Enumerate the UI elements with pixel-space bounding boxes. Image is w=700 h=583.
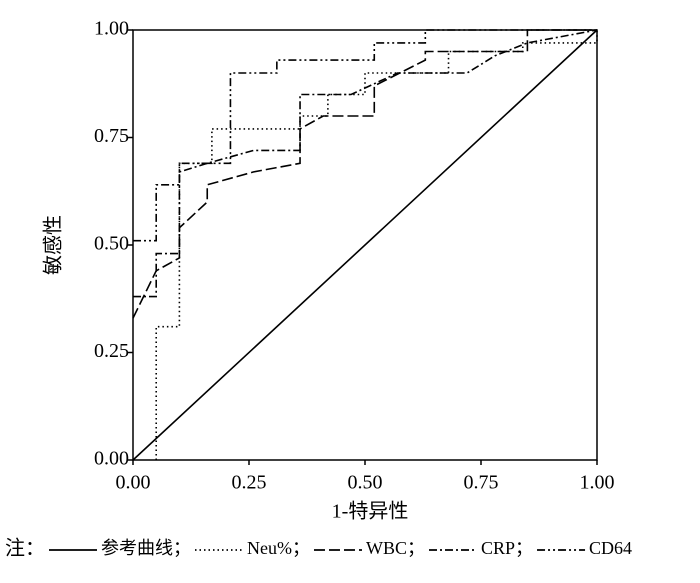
y-tick-label: 0.50 [94,233,129,255]
y-tick-label: 0.25 [94,340,129,362]
legend-label: 参考曲线 [101,538,173,558]
legend-separator: ； [292,538,310,558]
x-tick-label: 0.25 [232,472,267,494]
x-tick-label: 0.50 [348,472,383,494]
legend-separator: ； [407,538,425,558]
legend-label: CRP [481,538,515,558]
legend-separator: ； [515,538,533,558]
y-tick-label: 1.00 [94,18,129,40]
roc-curve [132,29,597,319]
legend-label: Neu% [247,538,292,558]
y-axis-label: 敏感性 [42,215,65,275]
roc-curve [132,29,598,461]
x-tick-label: 0.00 [116,472,151,494]
roc-curve [133,29,598,298]
x-tick-label: 0.75 [464,472,499,494]
x-axis-label: 1-特异性 [332,500,409,523]
legend-label: CD64 [589,538,632,558]
legend-label: WBC [366,538,407,558]
y-tick-label: 0.75 [94,125,129,147]
roc-curve [133,29,597,242]
legend-prefix: 注： [5,537,45,560]
legend-separator: ； [173,538,191,558]
x-tick-label: 1.00 [580,472,615,494]
roc-curve [155,30,598,460]
y-tick-label: 0.00 [94,448,129,470]
